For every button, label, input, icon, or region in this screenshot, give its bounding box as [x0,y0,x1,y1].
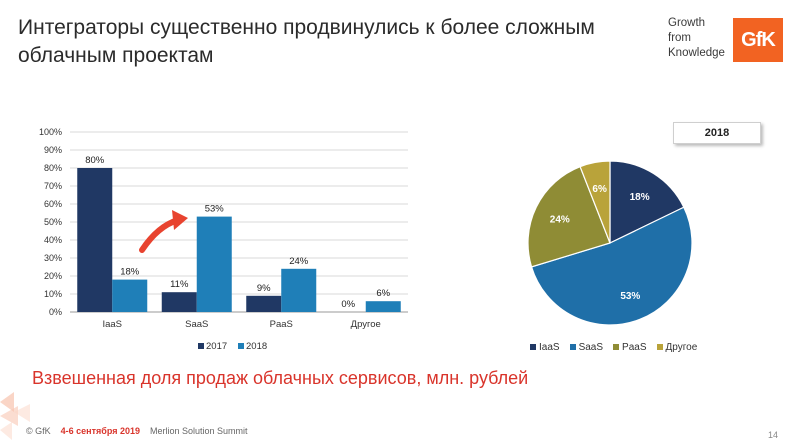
pie-legend-swatch [530,344,536,350]
footer-event: Merlion Solution Summit [149,426,248,436]
bar-2017-PaaS [246,295,282,312]
legend-label: 2017 [206,341,227,352]
page-number: 14 [767,430,778,440]
pie-legend-swatch [613,344,620,350]
pie-legend-swatch [569,344,576,350]
y-tick-label: 0% [49,307,62,317]
y-tick-label: 60% [44,199,62,209]
pie-slice-SaaS [530,206,693,326]
bar-2018-PaaS [281,268,317,312]
x-tick-label: SaaS [185,319,208,330]
pie-legend-item: PaaS [613,341,647,353]
x-tick-label: PaaS [270,319,293,330]
pie-value-label: 6% [592,184,607,195]
pie-chart-title: 2018 [673,122,761,144]
bar-chart-value-labels: 80% 18% 11% 53% 9% 24% 0% 6% [85,155,390,310]
y-tick-label: 70% [44,181,62,191]
footer-date: 4-6 сентября 2019 [60,426,140,436]
chart-subtitle: Взвешенная доля продаж облачных сервисов… [32,368,529,388]
brand-tagline-line-3: Knowledge [668,47,725,59]
bar-chart-y-ticks: 0% 10% 20% 30% 40% 50% 60% 70% 80% 90% 100% [39,127,62,317]
y-tick-label: 90% [44,145,62,155]
bar-chart-x-ticks: IaaS SaaS PaaS Другое [102,319,380,330]
bar-value-label: 53% [205,204,225,215]
bar-value-label: 11% [170,279,189,290]
y-tick-label: 40% [44,235,62,245]
pie-value-label: 53% [620,291,640,302]
bar-2018-Другое [365,301,401,312]
x-tick-label: Другое [351,319,381,330]
pie-legend-item: SaaS [569,341,604,353]
pie-chart-legend: IaaS SaaS PaaS Другое [530,340,730,354]
gfk-logo-text: GfK [741,28,776,51]
slide-title-line-1: Интеграторы существенно продвинулись к б… [18,16,595,39]
x-tick-label: IaaS [102,319,122,330]
pie-legend-item: Другое [656,341,698,353]
pie-chart: 18% 53% 24% 6% [527,160,693,326]
legend-swatch [198,343,204,349]
pie-legend-label: SaaS [578,341,604,353]
brand-tagline-line-1: Growth [668,17,706,29]
bar-value-label: 24% [289,256,309,267]
y-tick-label: 80% [44,163,62,173]
brand-tagline: Growth from Knowledge [668,16,728,61]
bar-value-label: 6% [376,288,390,299]
bar-value-label: 18% [120,267,140,278]
bar-value-label: 9% [257,283,271,294]
y-tick-label: 10% [44,289,62,299]
footer-copyright: © GfK [26,426,51,436]
bar-chart: 0% 10% 20% 30% 40% 50% 60% 70% 80% 90% 100% 80% 18%… [39,127,408,352]
bar-chart-bars [77,168,401,312]
bar-chart-legend: 2017 2018 [198,341,267,352]
footer-decoration [0,392,30,440]
brand-tagline-line-2: from [668,32,691,44]
legend-label: 2018 [246,341,267,352]
gfk-logo: GfK [733,18,783,62]
y-tick-label: 30% [44,253,62,263]
bar-2017-SaaS [161,292,197,312]
pie-slice-Другое [579,160,611,244]
growth-arrow-icon [139,210,188,253]
bar-value-label: 0% [341,299,355,310]
bar-value-label: 80% [85,155,105,166]
pie-chart-slices [527,160,693,326]
y-tick-label: 20% [44,271,62,281]
pie-value-label: 24% [550,215,570,226]
pie-legend-swatch [656,344,663,350]
y-tick-label: 50% [44,217,62,227]
legend-swatch [238,343,244,349]
bar-2018-IaaS [112,279,148,312]
pie-legend-label: Другое [665,341,698,353]
slide-title-line-2: облачным проектам [18,44,214,67]
bar-2017-IaaS [77,168,113,312]
pie-legend-label: IaaS [539,341,560,353]
pie-slice-IaaS [609,160,685,244]
bar-2018-SaaS [196,216,232,312]
y-tick-label: 100% [39,127,62,137]
footer: © GfK 4-6 сентября 2019 Merlion Solution… [26,424,248,438]
pie-legend-item: IaaS [530,342,560,353]
pie-value-label: 18% [630,192,650,203]
pie-chart-value-labels: 18% 53% 24% 6% [550,184,650,302]
pie-legend-label: PaaS [622,341,647,353]
slide-title: Интеграторы существенно продвинулись к б… [18,14,618,70]
